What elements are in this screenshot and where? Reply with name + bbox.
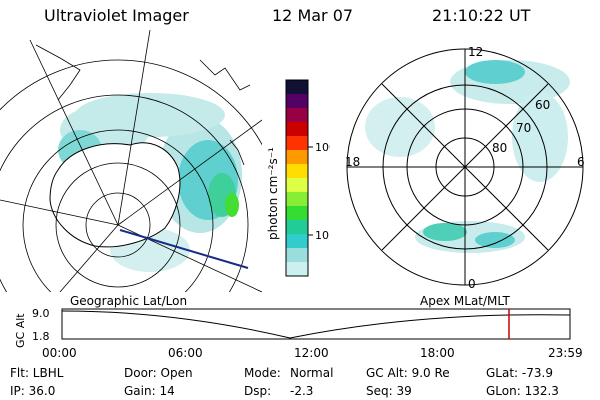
door-info: Door: Open bbox=[124, 366, 193, 380]
mlt-label-18: 18 bbox=[345, 155, 360, 169]
colorbar-stripe bbox=[286, 178, 308, 193]
satellite-track bbox=[119, 229, 249, 269]
antarctica-coastline bbox=[49, 142, 181, 248]
orbit-timeline: GC Alt 9.0 1.8 bbox=[14, 307, 571, 348]
colorbar-tick-10: 10 bbox=[315, 229, 329, 242]
mlt-label-12: 12 bbox=[468, 45, 483, 59]
colorbar-tick-100: 100 bbox=[315, 141, 330, 154]
colorbar-stripe bbox=[286, 164, 308, 179]
colorbar-stripe bbox=[286, 150, 308, 165]
colorbar-stripe bbox=[286, 108, 308, 123]
lat-label-80: 80 bbox=[492, 141, 507, 155]
auroral-emission-mag bbox=[365, 60, 570, 253]
colorbar-label: photon cm⁻²s⁻¹ bbox=[266, 147, 280, 240]
colorbar-stripe bbox=[286, 262, 308, 277]
colorbar-stripe bbox=[286, 192, 308, 207]
timeline-xtick-1800: 18:00 bbox=[420, 346, 455, 360]
image-date: 12 Mar 07 bbox=[272, 6, 354, 25]
timeline-ytick-high: 9.0 bbox=[32, 307, 50, 320]
seq-info: Seq: 39 bbox=[366, 384, 412, 398]
gc-alt-info: GC Alt: 9.0 Re bbox=[366, 366, 450, 380]
colorbar-stripe bbox=[286, 122, 308, 137]
dsp-label: Dsp: bbox=[244, 384, 272, 398]
glat-info: GLat: -73.9 bbox=[486, 366, 553, 380]
colorbar-stripe bbox=[286, 94, 308, 109]
lat-label-70: 70 bbox=[516, 121, 531, 135]
magnetic-label: Apex MLat/MLT bbox=[420, 294, 510, 308]
colorbar: 100 10 photon cm⁻²s⁻¹ bbox=[266, 79, 330, 277]
colorbar-stripe bbox=[286, 248, 308, 263]
timeline-xtick-1200: 12:00 bbox=[294, 346, 329, 360]
timeline-ytick-low: 1.8 bbox=[32, 330, 50, 343]
mode-label: Mode: bbox=[244, 366, 281, 380]
geographic-map bbox=[0, 30, 262, 292]
mlt-label-0: 0 bbox=[468, 277, 476, 291]
colorbar-stripe bbox=[286, 234, 308, 249]
lat-label-60: 60 bbox=[535, 98, 550, 112]
timeline-ylabel: GC Alt bbox=[14, 313, 27, 348]
filter-info: Flt: LBHL bbox=[10, 366, 64, 380]
colorbar-stripes bbox=[286, 80, 308, 277]
mode-value: Normal bbox=[290, 366, 334, 380]
geographic-label: Geographic Lat/Lon bbox=[70, 294, 188, 308]
dsp-value: -2.3 bbox=[290, 384, 314, 398]
timeline-xtick-0000: 00:00 bbox=[42, 346, 77, 360]
colorbar-stripe bbox=[286, 136, 308, 151]
ip-info: IP: 36.0 bbox=[10, 384, 56, 398]
instrument-title: Ultraviolet Imager bbox=[44, 6, 189, 25]
altitude-curve bbox=[61, 310, 571, 339]
colorbar-stripe bbox=[286, 80, 308, 95]
gain-info: Gain: 14 bbox=[124, 384, 175, 398]
timeline-xtick-0600: 06:00 bbox=[168, 346, 203, 360]
magnetic-map: 12 18 6 0 60 70 80 bbox=[345, 45, 585, 291]
timeline-xtick-2359: 23:59 bbox=[548, 346, 583, 360]
glon-info: GLon: 132.3 bbox=[486, 384, 559, 398]
mlt-label-6: 6 bbox=[577, 155, 585, 169]
colorbar-stripe bbox=[286, 206, 308, 221]
colorbar-stripe bbox=[286, 220, 308, 235]
image-time: 21:10:22 UT bbox=[432, 6, 531, 25]
